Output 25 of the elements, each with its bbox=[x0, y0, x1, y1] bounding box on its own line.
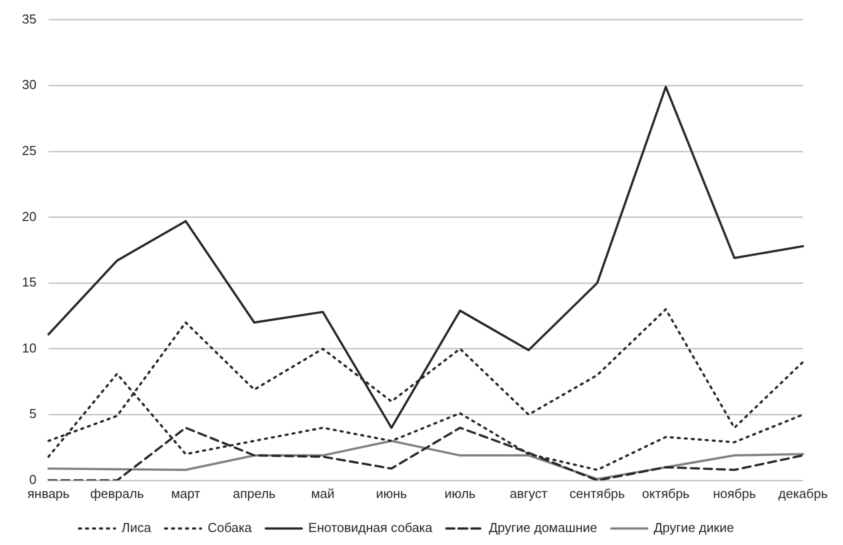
x-tick-label: ноябрь bbox=[712, 486, 756, 501]
x-tick-label: июнь bbox=[376, 486, 408, 501]
legend-label: Другие дикие bbox=[654, 520, 734, 536]
x-tick-label: январь bbox=[27, 486, 70, 501]
x-tick-label: август bbox=[510, 486, 548, 501]
legend-label: Енотовидная собака bbox=[308, 520, 434, 536]
y-tick-label: 0 bbox=[29, 472, 36, 487]
legend-label: Собака bbox=[208, 520, 253, 536]
y-tick-label: 15 bbox=[22, 274, 36, 290]
y-tick-label: 35 bbox=[22, 11, 36, 26]
x-tick-label: февраль bbox=[90, 486, 144, 501]
y-tick-label: 30 bbox=[22, 77, 36, 92]
x-tick-label: июль bbox=[444, 486, 476, 501]
x-tick-label: сентябрь bbox=[570, 486, 626, 501]
x-tick-label: май bbox=[311, 486, 335, 501]
y-tick-label: 5 bbox=[29, 406, 36, 422]
y-tick-label: 25 bbox=[22, 142, 36, 158]
legend-label: Другие домашние bbox=[488, 520, 598, 536]
x-tick-label: декабрь bbox=[778, 486, 828, 501]
y-tick-label: 20 bbox=[22, 208, 36, 224]
x-tick-label: апрель bbox=[232, 486, 276, 501]
x-tick-label: октябрь bbox=[642, 486, 690, 501]
legend-label: Лиса bbox=[122, 520, 152, 536]
y-tick-label: 10 bbox=[22, 340, 36, 356]
x-tick-label: март bbox=[171, 486, 200, 501]
